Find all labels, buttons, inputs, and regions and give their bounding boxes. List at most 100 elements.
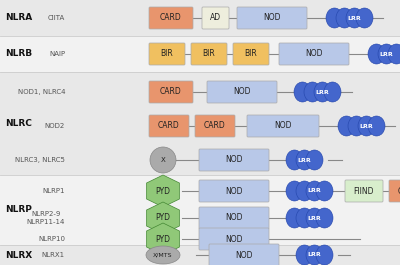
Text: NLRC: NLRC (5, 119, 32, 128)
Ellipse shape (316, 181, 333, 201)
Ellipse shape (368, 116, 385, 136)
Text: NOD2: NOD2 (45, 123, 65, 129)
Text: LRR: LRR (360, 123, 373, 129)
Ellipse shape (316, 245, 333, 265)
Ellipse shape (388, 44, 400, 64)
Ellipse shape (286, 181, 303, 201)
Text: CIITA: CIITA (48, 15, 65, 21)
Text: NOD: NOD (225, 187, 243, 196)
Ellipse shape (346, 8, 363, 28)
Text: FIIND: FIIND (354, 187, 374, 196)
FancyBboxPatch shape (149, 7, 193, 29)
Ellipse shape (338, 116, 355, 136)
Text: CARD: CARD (160, 14, 182, 23)
Text: LRR: LRR (308, 215, 321, 220)
Text: CARD: CARD (204, 121, 226, 130)
FancyBboxPatch shape (149, 81, 193, 103)
Ellipse shape (286, 150, 303, 170)
Ellipse shape (306, 150, 323, 170)
Ellipse shape (326, 8, 343, 28)
Text: NAIP: NAIP (49, 51, 65, 57)
FancyBboxPatch shape (202, 7, 229, 29)
Text: NLRB: NLRB (5, 50, 32, 59)
Text: NOD: NOD (225, 156, 243, 165)
Text: LRR: LRR (380, 51, 393, 56)
Text: X: X (161, 157, 165, 163)
Ellipse shape (368, 44, 385, 64)
Text: CARD: CARD (397, 187, 400, 196)
Text: CARD: CARD (158, 121, 180, 130)
Ellipse shape (324, 82, 341, 102)
Text: NOD: NOD (225, 235, 243, 244)
Text: NOD: NOD (225, 214, 243, 223)
Ellipse shape (358, 116, 375, 136)
Polygon shape (146, 223, 180, 255)
Text: NOD: NOD (233, 87, 251, 96)
FancyBboxPatch shape (149, 115, 189, 137)
Polygon shape (146, 175, 180, 207)
Ellipse shape (146, 246, 180, 264)
Ellipse shape (348, 116, 365, 136)
FancyBboxPatch shape (233, 43, 269, 65)
Ellipse shape (296, 208, 313, 228)
FancyBboxPatch shape (389, 180, 400, 202)
FancyBboxPatch shape (237, 7, 307, 29)
Text: NLRX1: NLRX1 (42, 252, 65, 258)
FancyBboxPatch shape (199, 207, 269, 229)
Bar (0, 36, 400, 72)
Ellipse shape (356, 8, 373, 28)
Ellipse shape (296, 150, 313, 170)
Text: NLRP2-9
NLRP11-14: NLRP2-9 NLRP11-14 (27, 211, 65, 224)
Text: PYD: PYD (156, 235, 170, 244)
Text: BIR: BIR (203, 50, 215, 59)
Polygon shape (146, 202, 180, 234)
Bar (0, 175, 400, 245)
FancyBboxPatch shape (209, 244, 279, 265)
Ellipse shape (304, 82, 321, 102)
FancyBboxPatch shape (199, 180, 269, 202)
Text: X/MTS: X/MTS (153, 253, 173, 258)
Text: LRR: LRR (316, 90, 329, 95)
Text: AD: AD (210, 14, 221, 23)
Ellipse shape (378, 44, 395, 64)
Text: BIR: BIR (161, 50, 173, 59)
Ellipse shape (296, 181, 313, 201)
Ellipse shape (306, 245, 323, 265)
Circle shape (150, 147, 176, 173)
Text: NOD: NOD (235, 250, 253, 259)
Text: NOD1, NLRC4: NOD1, NLRC4 (18, 89, 65, 95)
Text: NLRP: NLRP (5, 205, 32, 214)
Text: PYD: PYD (156, 214, 170, 223)
Text: NOD: NOD (274, 121, 292, 130)
FancyBboxPatch shape (247, 115, 319, 137)
Ellipse shape (306, 181, 323, 201)
Ellipse shape (286, 208, 303, 228)
Bar (0, 0, 400, 36)
Ellipse shape (314, 82, 331, 102)
Text: NLRA: NLRA (5, 14, 32, 23)
Ellipse shape (296, 245, 313, 265)
Text: LRR: LRR (308, 253, 321, 258)
Bar (0, 245, 400, 265)
Text: LRR: LRR (298, 157, 311, 162)
FancyBboxPatch shape (195, 115, 235, 137)
Text: PYD: PYD (156, 187, 170, 196)
Text: LRR: LRR (348, 15, 361, 20)
FancyBboxPatch shape (207, 81, 277, 103)
FancyBboxPatch shape (199, 228, 269, 250)
Ellipse shape (294, 82, 311, 102)
Text: NOD: NOD (305, 50, 323, 59)
Text: NLRX: NLRX (5, 250, 32, 259)
FancyBboxPatch shape (345, 180, 383, 202)
Ellipse shape (316, 208, 333, 228)
Text: NLRC3, NLRC5: NLRC3, NLRC5 (15, 157, 65, 163)
FancyBboxPatch shape (279, 43, 349, 65)
Text: BIR: BIR (245, 50, 257, 59)
FancyBboxPatch shape (191, 43, 227, 65)
Text: NOD: NOD (263, 14, 281, 23)
Text: NLRP10: NLRP10 (38, 236, 65, 242)
Text: NLRP1: NLRP1 (42, 188, 65, 194)
Text: CARD: CARD (160, 87, 182, 96)
Bar (0, 72, 400, 175)
Ellipse shape (306, 208, 323, 228)
